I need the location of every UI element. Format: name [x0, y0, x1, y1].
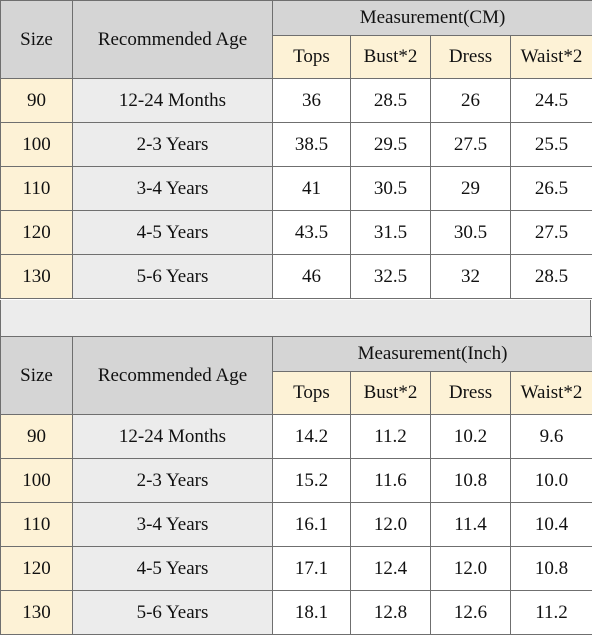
bust-cell: 30.5 [350, 166, 431, 211]
size-chart-cm-table: Size Recommended Age Measurement(CM) Top… [0, 0, 592, 299]
measurement-cm-header: Measurement(CM) [271, 0, 592, 36]
tops-cell: 17.1 [272, 546, 351, 591]
waist-cell: 28.5 [509, 254, 592, 299]
size-cell: 90 [0, 414, 73, 459]
age-cell: 5-6 Years [72, 254, 273, 299]
dress-cell: 11.4 [430, 502, 511, 547]
size-cell: 100 [0, 458, 73, 503]
size-cell: 130 [0, 254, 73, 299]
bust-cell: 28.5 [350, 78, 431, 123]
size-cell: 110 [0, 502, 73, 547]
dress-cell: 12.6 [430, 590, 511, 635]
age-cell: 3-4 Years [72, 502, 273, 547]
table-row: 130 5-6 Years 18.1 12.8 12.6 11.2 [0, 590, 592, 635]
waist-header: Waist*2 [509, 371, 592, 415]
dress-cell: 29 [430, 166, 511, 211]
tops-header: Tops [272, 371, 351, 415]
bust-cell: 31.5 [350, 210, 431, 255]
age-cell: 12-24 Months [72, 78, 273, 123]
size-cell: 100 [0, 122, 73, 167]
tops-cell: 43.5 [272, 210, 351, 255]
dress-cell: 10.2 [430, 414, 511, 459]
size-cell: 120 [0, 210, 73, 255]
table-row: 100 2-3 Years 38.5 29.5 27.5 25.5 [0, 122, 592, 167]
recommended-age-header: Recommended Age [72, 336, 273, 415]
tops-cell: 14.2 [272, 414, 351, 459]
tops-cell: 41 [272, 166, 351, 211]
bust-cell: 29.5 [350, 122, 431, 167]
dress-cell: 32 [430, 254, 511, 299]
recommended-age-header: Recommended Age [72, 0, 273, 79]
table-row: 120 4-5 Years 43.5 31.5 30.5 27.5 [0, 210, 592, 255]
age-cell: 4-5 Years [72, 546, 273, 591]
bust-cell: 11.6 [350, 458, 431, 503]
bust-header: Bust*2 [350, 371, 431, 415]
age-cell: 5-6 Years [72, 590, 273, 635]
waist-header: Waist*2 [509, 35, 592, 79]
size-cell: 130 [0, 590, 73, 635]
waist-cell: 11.2 [509, 590, 592, 635]
tops-cell: 18.1 [272, 590, 351, 635]
subheader-row: Tops Bust*2 Dress Waist*2 [1, 371, 592, 415]
dress-cell: 26 [430, 78, 511, 123]
tops-header: Tops [272, 35, 351, 79]
dress-cell: 10.8 [430, 458, 511, 503]
waist-cell: 10.8 [509, 546, 592, 591]
tops-cell: 15.2 [272, 458, 351, 503]
waist-cell: 26.5 [509, 166, 592, 211]
age-cell: 2-3 Years [72, 458, 273, 503]
table-row: 90 12-24 Months 36 28.5 26 24.5 [0, 78, 592, 123]
size-cell: 110 [0, 166, 73, 211]
tops-cell: 36 [272, 78, 351, 123]
age-cell: 4-5 Years [72, 210, 273, 255]
table-row: 90 12-24 Months 14.2 11.2 10.2 9.6 [0, 414, 592, 459]
table-row: 110 3-4 Years 41 30.5 29 26.5 [0, 166, 592, 211]
tops-cell: 46 [272, 254, 351, 299]
waist-cell: 27.5 [509, 210, 592, 255]
table-separator [0, 300, 591, 336]
waist-cell: 10.0 [509, 458, 592, 503]
table-row: 110 3-4 Years 16.1 12.0 11.4 10.4 [0, 502, 592, 547]
waist-cell: 24.5 [509, 78, 592, 123]
bust-cell: 12.8 [350, 590, 431, 635]
size-header: Size [0, 336, 73, 415]
dress-cell: 12.0 [430, 546, 511, 591]
header-row: Size Recommended Age Measurement(CM) [0, 0, 592, 79]
size-chart-inch-table: Size Recommended Age Measurement(Inch) T… [0, 336, 592, 635]
waist-cell: 9.6 [509, 414, 592, 459]
bust-cell: 12.4 [350, 546, 431, 591]
bust-cell: 11.2 [350, 414, 431, 459]
size-cell: 120 [0, 546, 73, 591]
waist-cell: 10.4 [509, 502, 592, 547]
age-cell: 12-24 Months [72, 414, 273, 459]
age-cell: 2-3 Years [72, 122, 273, 167]
dress-header: Dress [430, 35, 511, 79]
size-cell: 90 [0, 78, 73, 123]
dress-cell: 27.5 [430, 122, 511, 167]
waist-cell: 25.5 [509, 122, 592, 167]
size-header: Size [0, 0, 73, 79]
tops-cell: 16.1 [272, 502, 351, 547]
tops-cell: 38.5 [272, 122, 351, 167]
table-row: 130 5-6 Years 46 32.5 32 28.5 [0, 254, 592, 299]
bust-header: Bust*2 [350, 35, 431, 79]
bust-cell: 32.5 [350, 254, 431, 299]
age-cell: 3-4 Years [72, 166, 273, 211]
dress-header: Dress [430, 371, 511, 415]
table-row: 120 4-5 Years 17.1 12.4 12.0 10.8 [0, 546, 592, 591]
table-row: 100 2-3 Years 15.2 11.6 10.8 10.0 [0, 458, 592, 503]
dress-cell: 30.5 [430, 210, 511, 255]
header-row: Size Recommended Age Measurement(Inch) [0, 336, 592, 415]
subheader-row: Tops Bust*2 Dress Waist*2 [1, 35, 592, 79]
bust-cell: 12.0 [350, 502, 431, 547]
measurement-inch-header: Measurement(Inch) [271, 336, 592, 372]
